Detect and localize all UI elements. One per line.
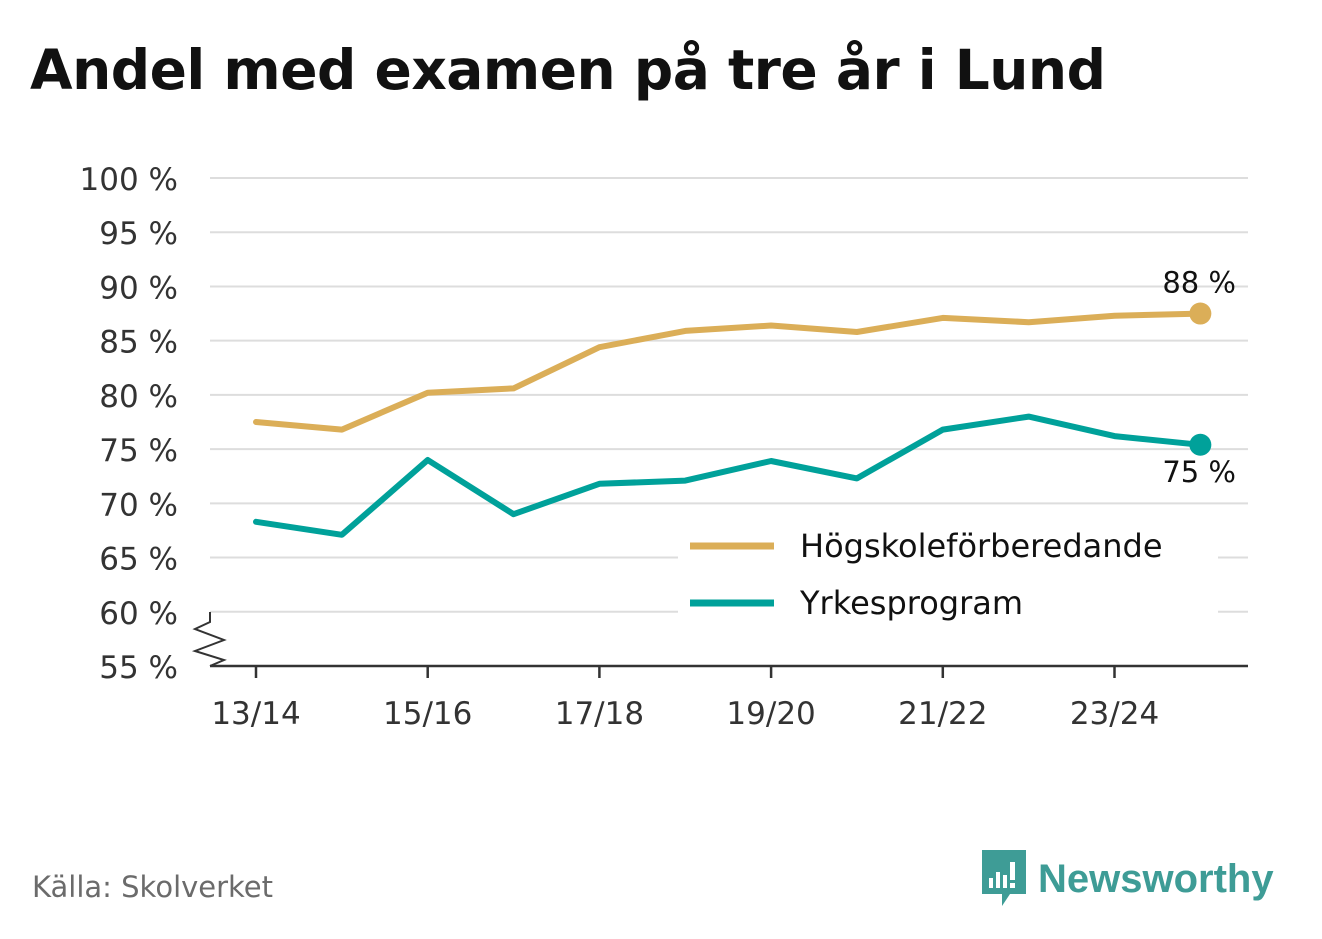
x-tick-label: 23/24 bbox=[1070, 696, 1159, 732]
legend-background bbox=[678, 520, 1218, 615]
y-tick-label: 95 % bbox=[99, 216, 178, 252]
source-note: Källa: Skolverket bbox=[32, 870, 274, 904]
y-tick-label: 100 % bbox=[80, 162, 178, 198]
x-tick-label: 17/18 bbox=[555, 696, 644, 732]
series-endpoint-marker bbox=[1189, 433, 1212, 456]
x-tick-label: 21/22 bbox=[898, 696, 987, 732]
x-tick-label: 15/16 bbox=[383, 696, 472, 732]
chart-title: Andel med examen på tre år i Lund bbox=[30, 38, 1106, 102]
y-tick-label: 85 % bbox=[99, 325, 178, 361]
x-tick-label: 19/20 bbox=[726, 696, 815, 732]
x-tick-label: 13/14 bbox=[211, 696, 300, 732]
series-end-label: 75 % bbox=[1162, 455, 1236, 489]
legend: Högskoleförberedande Yrkesprogram bbox=[678, 520, 1218, 622]
axis-break-mark bbox=[191, 612, 227, 667]
legend-label: Högskoleförberedande bbox=[800, 527, 1163, 565]
x-axis: 13/14 15/16 17/18 19/20 21/22 23/24 bbox=[210, 664, 1248, 732]
legend-label: Yrkesprogram bbox=[799, 584, 1023, 622]
y-tick-label: 90 % bbox=[99, 270, 178, 306]
brand-name: Newsworthy bbox=[1038, 856, 1274, 901]
y-axis: 55 % 60 % 65 % 70 % 75 % 80 % 85 % 90 % 95 % 100 … bbox=[80, 162, 227, 686]
series-endpoint-marker bbox=[1189, 302, 1212, 325]
series-line bbox=[253, 413, 1204, 538]
series-lines bbox=[253, 310, 1204, 538]
series-endpoints: 88 % 75 % bbox=[1162, 266, 1236, 489]
newsworthy-icon bbox=[982, 850, 1026, 906]
y-tick-label: 75 % bbox=[99, 433, 178, 469]
newsworthy-logo[interactable]: Newsworthy bbox=[980, 848, 1274, 910]
y-tick-label: 65 % bbox=[99, 542, 178, 578]
y-tick-label: 55 % bbox=[99, 650, 178, 686]
y-tick-label: 60 % bbox=[99, 596, 178, 632]
y-tick-label: 80 % bbox=[99, 379, 178, 415]
y-tick-label: 70 % bbox=[99, 487, 178, 523]
series-end-label: 88 % bbox=[1162, 266, 1236, 300]
series-line bbox=[253, 310, 1204, 433]
